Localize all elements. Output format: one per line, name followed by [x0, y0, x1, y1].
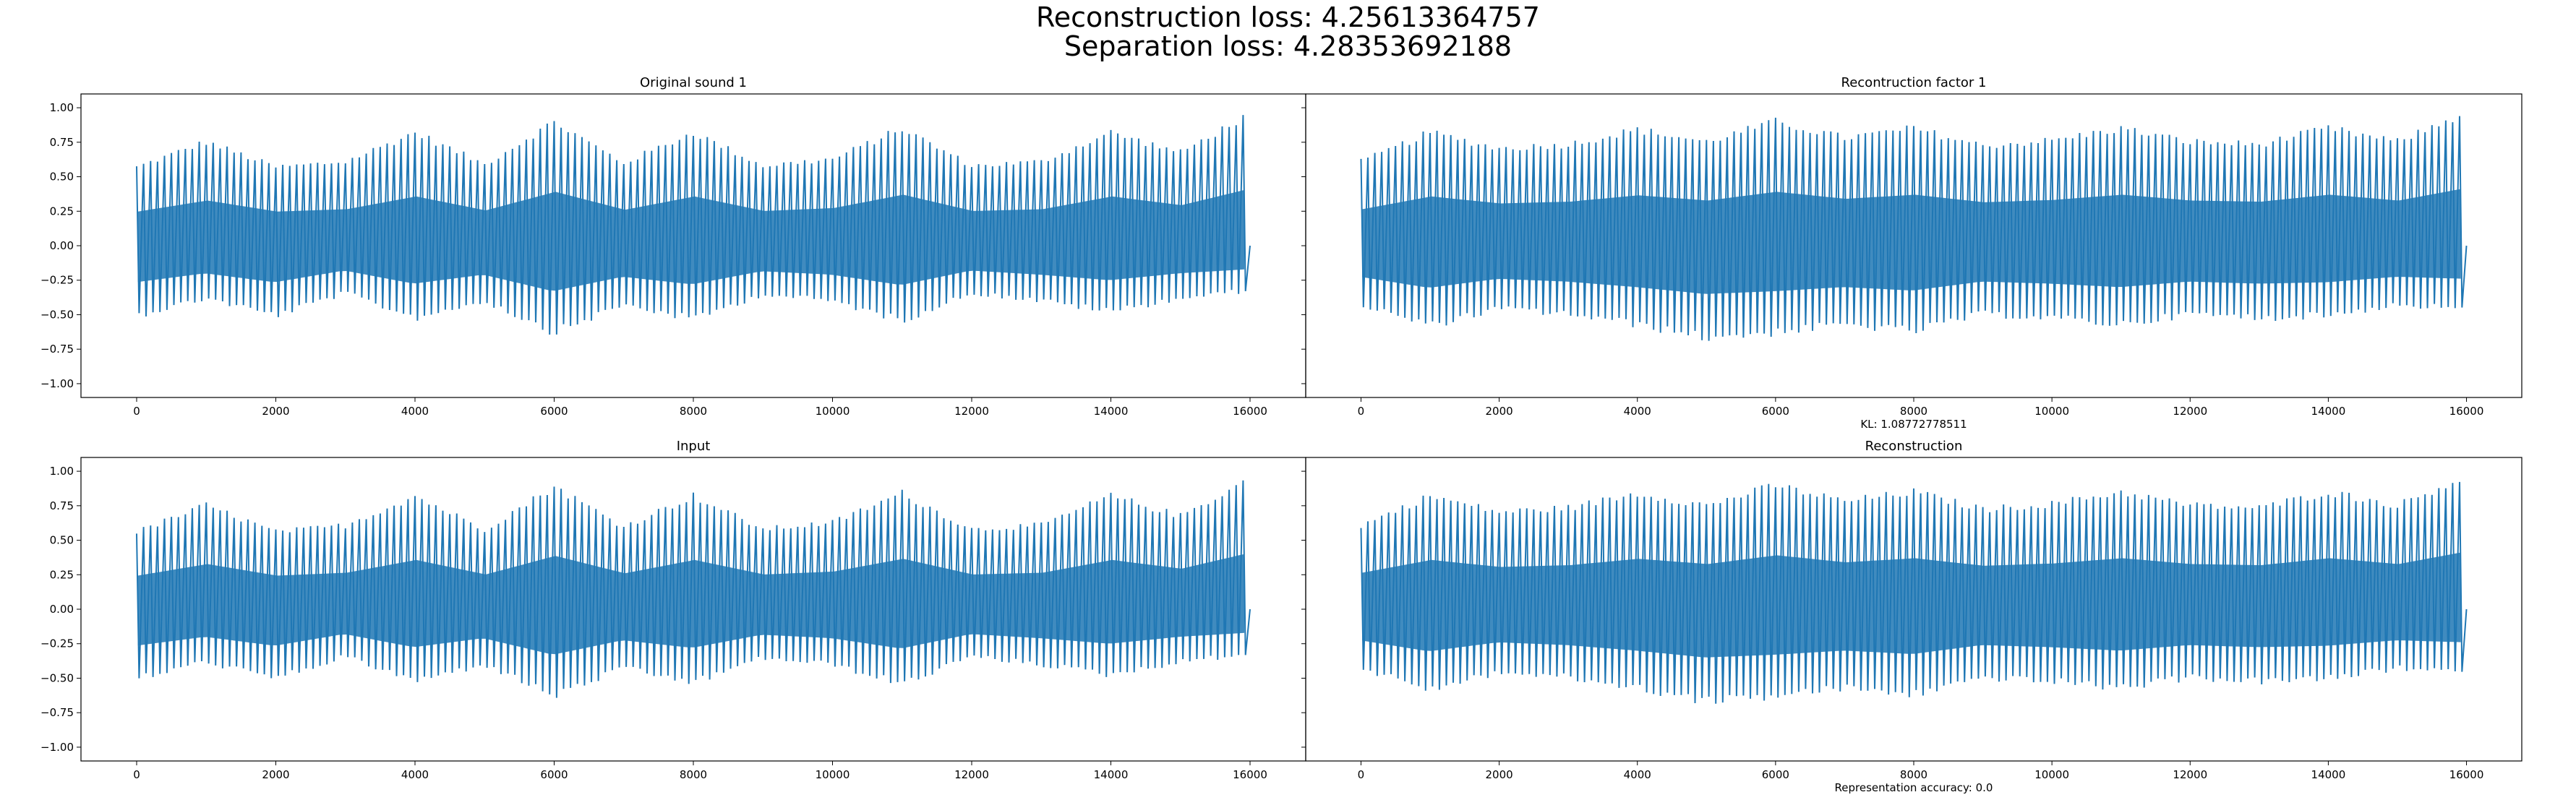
y-tick-label: −0.75 [40, 706, 74, 719]
x-tick-label: 14000 [1094, 405, 1129, 418]
y-tick-label: −1.00 [40, 377, 74, 390]
series-waveform [1360, 116, 2468, 341]
x-tick-label: 8000 [680, 768, 707, 781]
x-tick-label: 10000 [816, 768, 850, 781]
y-tick-label: 1.00 [50, 101, 74, 114]
waveform-line [136, 480, 1251, 698]
subplot-title: Original sound 1 [640, 75, 747, 90]
x-tick-label: 16000 [1233, 768, 1267, 781]
x-tick-label: 12000 [2173, 768, 2207, 781]
x-tick-label: 2000 [262, 768, 289, 781]
y-tick-label: −1.00 [40, 741, 74, 754]
x-tick-label: 2000 [1485, 768, 1512, 781]
y-tick-label: 0.75 [50, 499, 74, 512]
x-tick-label: 8000 [1900, 405, 1927, 418]
x-tick-label: 4000 [401, 405, 429, 418]
subplot-note: KL: 1.08772778511 [1860, 418, 1967, 431]
y-tick-label: −0.25 [40, 274, 74, 287]
x-tick-label: 14000 [1094, 768, 1129, 781]
y-tick-label: −0.25 [40, 637, 74, 650]
x-tick-label: 10000 [816, 405, 850, 418]
x-tick-label: 12000 [2173, 405, 2207, 418]
x-tick-label: 12000 [954, 405, 989, 418]
x-tick-label: 0 [1358, 768, 1365, 781]
x-tick-label: 12000 [954, 768, 989, 781]
subplot-title: Recontruction factor 1 [1841, 75, 1987, 90]
figure-title-line-1: Reconstruction loss: 4.25613364757 [1036, 1, 1540, 33]
x-tick-label: 2000 [1485, 405, 1512, 418]
figure-title-line-2: Separation loss: 4.28353692188 [1064, 30, 1512, 62]
subplot-note: Representation accuracy: 0.0 [1835, 781, 1993, 794]
y-tick-label: 1.00 [50, 465, 74, 478]
x-tick-label: 8000 [680, 405, 707, 418]
waveform-line [1360, 481, 2468, 704]
x-tick-label: 16000 [1233, 405, 1267, 418]
series-waveform [136, 115, 1251, 335]
y-tick-label: 0.75 [50, 136, 74, 149]
x-tick-label: 6000 [540, 768, 568, 781]
x-tick-label: 6000 [1762, 768, 1789, 781]
x-tick-label: 4000 [1624, 768, 1651, 781]
series-waveform [1360, 481, 2468, 704]
x-tick-label: 6000 [1762, 405, 1789, 418]
y-tick-label: 0.50 [50, 534, 74, 547]
x-tick-label: 10000 [2034, 405, 2069, 418]
subplot-title: Reconstruction [1865, 439, 1963, 454]
x-tick-label: 0 [133, 768, 140, 781]
x-tick-label: 14000 [2311, 405, 2346, 418]
x-tick-label: 16000 [2449, 405, 2484, 418]
subplot-4: Reconstruction 0 2000 4000 6000 8000 10000 1200… [1301, 439, 2522, 794]
x-tick-label: 6000 [540, 405, 568, 418]
y-tick-label: 0.25 [50, 568, 74, 581]
x-tick-label: 10000 [2034, 768, 2069, 781]
subplot-1: Original sound 1 0 2000 4000 6000 8000 10000 12… [40, 75, 1306, 418]
x-tick-label: 0 [1358, 405, 1365, 418]
series-waveform [136, 480, 1251, 698]
subplot-3: Input 0 2000 4000 6000 8000 10000 12000 14000 160… [40, 439, 1306, 781]
x-tick-label: 14000 [2311, 768, 2346, 781]
subplot-2: Recontruction factor 1 0 2000 4000 6000 8000 1… [1301, 75, 2522, 431]
x-tick-label: 0 [133, 405, 140, 418]
x-tick-label: 4000 [401, 768, 429, 781]
y-tick-label: −0.50 [40, 308, 74, 321]
x-tick-label: 4000 [1624, 405, 1651, 418]
waveform-line [136, 115, 1251, 335]
y-tick-label: −0.50 [40, 671, 74, 684]
y-tick-label: 0.25 [50, 205, 74, 218]
y-tick-label: 0.00 [50, 239, 74, 252]
subplot-title: Input [677, 439, 711, 454]
y-tick-label: 0.00 [50, 603, 74, 616]
x-tick-label: 8000 [1900, 768, 1927, 781]
x-tick-label: 2000 [262, 405, 289, 418]
x-tick-label: 16000 [2449, 768, 2484, 781]
waveform-line [1360, 116, 2468, 341]
y-tick-label: 0.50 [50, 171, 74, 184]
y-tick-label: −0.75 [40, 343, 74, 356]
